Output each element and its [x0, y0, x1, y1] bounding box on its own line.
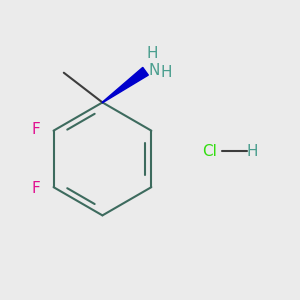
Text: F: F: [32, 181, 41, 196]
Polygon shape: [102, 68, 148, 103]
Text: H: H: [160, 65, 172, 80]
Text: F: F: [32, 122, 41, 137]
Text: H: H: [247, 144, 258, 159]
Text: Cl: Cl: [202, 144, 217, 159]
Text: H: H: [146, 46, 158, 62]
Text: N: N: [148, 63, 160, 78]
